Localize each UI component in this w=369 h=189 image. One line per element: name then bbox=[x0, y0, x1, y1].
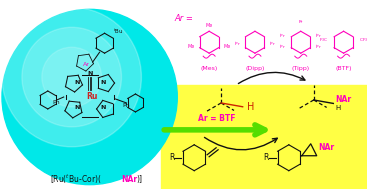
Text: Me: Me bbox=[188, 44, 195, 49]
Text: Pr: Pr bbox=[299, 20, 303, 24]
Text: H: H bbox=[246, 102, 254, 112]
Circle shape bbox=[22, 27, 121, 127]
Text: H: H bbox=[335, 105, 341, 112]
Text: $^i$Pr: $^i$Pr bbox=[234, 40, 241, 49]
Text: R: R bbox=[169, 153, 174, 162]
Text: Me: Me bbox=[223, 44, 230, 49]
Text: N: N bbox=[74, 80, 79, 84]
Text: Ar = BTF: Ar = BTF bbox=[199, 114, 236, 123]
Circle shape bbox=[42, 47, 101, 107]
Text: N: N bbox=[100, 80, 105, 84]
Text: NAr: NAr bbox=[319, 143, 335, 152]
Text: Ph: Ph bbox=[123, 103, 131, 108]
Text: $^i$Pr: $^i$Pr bbox=[315, 43, 322, 52]
Text: Ru: Ru bbox=[86, 92, 97, 101]
Text: (Dipp): (Dipp) bbox=[245, 66, 265, 71]
Text: Ar =: Ar = bbox=[174, 14, 193, 23]
Text: N: N bbox=[74, 105, 79, 110]
Text: $^i$Pr: $^i$Pr bbox=[269, 40, 276, 49]
Text: )]: )] bbox=[137, 175, 142, 184]
Text: NAr: NAr bbox=[335, 95, 351, 104]
Text: (Mes): (Mes) bbox=[200, 66, 218, 71]
Bar bbox=[161, 85, 368, 189]
Text: $^i$Pr: $^i$Pr bbox=[279, 43, 287, 52]
Text: Me: Me bbox=[206, 23, 213, 28]
Text: NAr: NAr bbox=[121, 175, 138, 184]
Text: F$_3$C: F$_3$C bbox=[319, 36, 329, 44]
Text: (Tipp): (Tipp) bbox=[292, 66, 310, 71]
Text: N: N bbox=[100, 105, 105, 110]
Text: R: R bbox=[263, 153, 269, 162]
Text: $^i$Pr: $^i$Pr bbox=[315, 32, 322, 41]
Circle shape bbox=[2, 7, 141, 147]
Text: (BTF): (BTF) bbox=[335, 66, 352, 71]
Text: Ar: Ar bbox=[83, 62, 90, 67]
Circle shape bbox=[2, 9, 177, 185]
Text: $^i$Pr: $^i$Pr bbox=[279, 32, 287, 41]
Text: Ph: Ph bbox=[53, 101, 61, 105]
Text: [Ru($^t$Bu-Cor)(: [Ru($^t$Bu-Cor)( bbox=[50, 173, 101, 186]
Text: N: N bbox=[87, 70, 92, 76]
Text: $^t$Bu: $^t$Bu bbox=[113, 27, 123, 36]
Text: CF$_3$: CF$_3$ bbox=[359, 36, 368, 44]
